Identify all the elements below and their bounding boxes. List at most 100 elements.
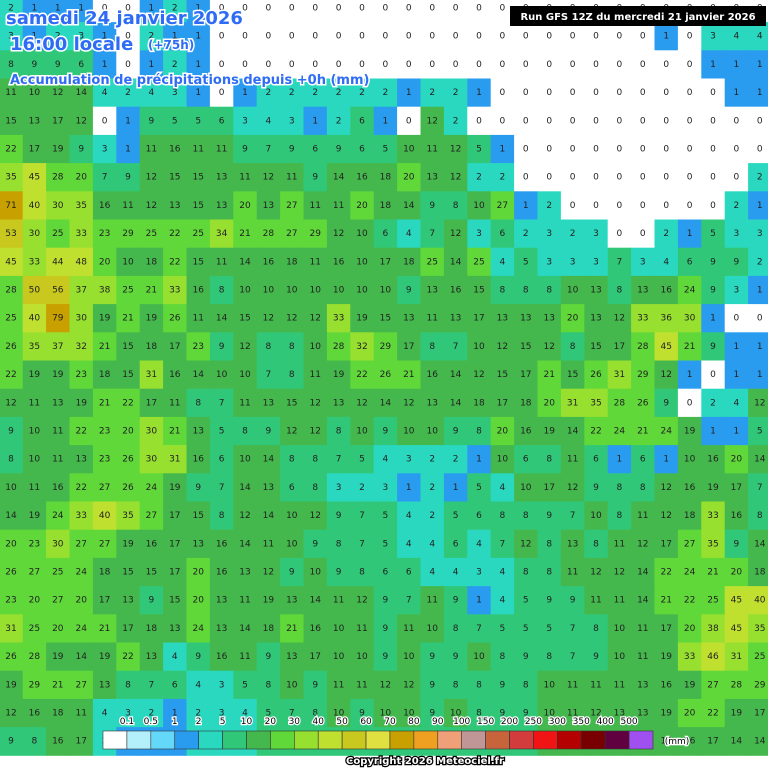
precip-value: 3	[125, 709, 131, 719]
precip-cell	[256, 388, 281, 418]
precip-value: 25	[52, 229, 63, 239]
precip-value: 0	[359, 60, 365, 70]
precip-value: 14	[239, 257, 251, 267]
precip-cell	[631, 50, 655, 79]
legend-swatch	[437, 730, 462, 750]
precip-value: 3	[757, 229, 763, 239]
precip-value: 0	[617, 145, 623, 155]
precip-value: 5	[383, 145, 389, 155]
precip-cell	[537, 416, 562, 446]
precip-value: 17	[497, 398, 508, 408]
precip-cell	[373, 78, 398, 108]
precip-value: 0	[687, 201, 693, 211]
precip-value: 0	[757, 116, 763, 126]
precip-value: 0	[593, 60, 599, 70]
precip-value: 13	[146, 652, 157, 662]
precip-cell	[490, 22, 515, 51]
precip-cell	[748, 332, 768, 361]
precip-value: 12	[263, 568, 274, 578]
precip-value: 9	[546, 596, 552, 606]
precip-cell	[46, 416, 70, 446]
precip-cell	[209, 557, 234, 587]
precip-cell	[92, 557, 117, 587]
precip-value: 22	[75, 483, 86, 493]
precip-cell	[163, 388, 187, 418]
precip-value: 10	[614, 624, 626, 634]
precip-value: 3	[8, 32, 14, 42]
precip-value: 10	[29, 427, 41, 437]
precip-cell	[748, 106, 768, 136]
precip-value: 12	[146, 173, 157, 183]
precip-cell	[748, 670, 768, 700]
precip-value: 25	[192, 229, 203, 239]
precip-cell	[537, 163, 562, 192]
precip-value: 40	[29, 314, 41, 324]
precip-value: 6	[476, 511, 482, 521]
precip-cell	[186, 332, 211, 361]
precip-value: 10	[29, 88, 41, 98]
precip-cell	[0, 445, 24, 474]
precip-value: 2	[476, 173, 482, 183]
precip-cell	[22, 614, 47, 643]
precip-value: 19	[707, 483, 719, 493]
precip-value: 10	[614, 652, 626, 662]
precip-cell	[303, 0, 328, 23]
precip-cell	[46, 0, 70, 23]
precip-value: 4	[406, 539, 412, 549]
precip-cell	[233, 106, 258, 136]
precip-value: 1	[687, 229, 693, 239]
precip-cell	[280, 275, 304, 305]
precip-value: 19	[356, 314, 368, 324]
precip-cell	[748, 445, 768, 474]
precip-cell	[397, 0, 421, 23]
precip-value: 10	[286, 286, 298, 296]
precip-value: 8	[289, 370, 295, 380]
legend-swatch	[533, 730, 558, 750]
precip-value: 18	[99, 370, 111, 380]
precip-cell	[116, 416, 141, 446]
precip-cell	[92, 106, 117, 136]
precip-cell	[443, 642, 468, 672]
precip-cell	[701, 78, 726, 108]
precip-value: 48	[75, 257, 87, 267]
precip-value: 5	[453, 511, 459, 521]
legend-label: 40	[312, 717, 324, 727]
precip-value: 16	[52, 737, 64, 747]
precip-value: 0	[640, 60, 646, 70]
precip-value: 1	[172, 32, 178, 42]
precip-cell	[163, 557, 187, 587]
precip-value: 2	[500, 173, 506, 183]
precip-cell	[677, 529, 702, 559]
precip-value: 8	[312, 455, 318, 465]
precip-value: 0	[593, 116, 599, 126]
precip-cell	[186, 445, 211, 474]
precip-cell	[584, 247, 609, 277]
legend-unit: (mm)	[665, 737, 690, 747]
legend-swatch	[341, 730, 367, 750]
precip-cell	[163, 473, 187, 502]
precip-value: 22	[660, 568, 671, 578]
precip-cell	[748, 529, 768, 559]
precip-value: 33	[169, 286, 180, 296]
precip-cell	[326, 247, 351, 277]
precip-cell	[280, 586, 304, 615]
precip-cell	[514, 50, 538, 79]
precip-value: 0	[266, 4, 272, 14]
precip-cell	[631, 275, 655, 305]
precip-cell	[46, 275, 70, 305]
precip-value: 1	[476, 596, 482, 606]
precip-value: 8	[570, 342, 576, 352]
precip-cell	[22, 698, 47, 728]
precip-cell	[46, 163, 70, 192]
precip-value: 18	[99, 568, 111, 578]
precip-value: 4	[500, 483, 506, 493]
precip-cell	[233, 247, 258, 277]
precip-cell	[116, 106, 141, 136]
precip-cell	[280, 163, 304, 192]
precip-value: 35	[122, 511, 133, 521]
precip-value: 0	[640, 173, 646, 183]
precip-value: 0	[687, 32, 693, 42]
precip-cell	[139, 473, 164, 502]
precip-value: 11	[216, 257, 227, 267]
precip-cell	[22, 670, 47, 700]
